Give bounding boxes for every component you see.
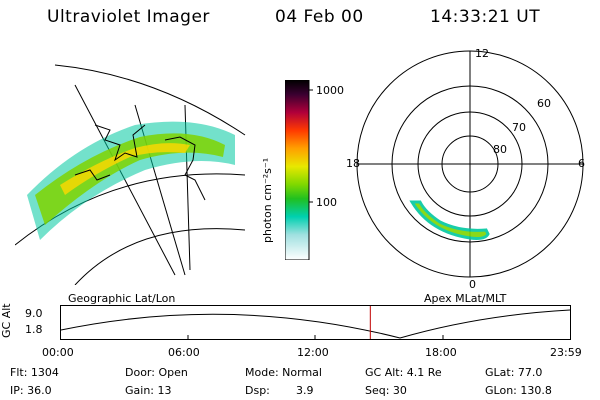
- mlt-label-12: 12: [475, 47, 489, 60]
- x-tick-2359: 23:59: [550, 346, 582, 359]
- gc-alt-label: GC Alt: 4.1 Re: [365, 366, 442, 379]
- dsp-label: Dsp:: [245, 384, 270, 397]
- aurora-emission: [27, 121, 235, 240]
- date-label: 04 Feb 00: [275, 7, 364, 27]
- colorbar-tick-1000: 1000: [316, 84, 344, 97]
- x-tick-0000: 00:00: [42, 346, 74, 359]
- left-map-caption: Geographic Lat/Lon: [68, 292, 176, 305]
- polar-mlt-plot: [356, 50, 584, 278]
- glon-label: GLon: 130.8: [485, 384, 552, 397]
- altitude-axis-label: GC Alt: [0, 303, 13, 338]
- instrument-title: Ultraviolet Imager: [47, 7, 210, 27]
- mlt-label-18: 18: [346, 157, 360, 170]
- altitude-tick-9: 9.0: [25, 307, 43, 320]
- polar-aurora-oval: [409, 200, 490, 240]
- lat-label-60: 60: [537, 97, 551, 110]
- altitude-plot: [60, 305, 571, 340]
- geographic-map: [15, 64, 246, 285]
- colorbar-unit-label: photon cm⁻²s⁻¹: [261, 157, 274, 243]
- x-tick-1800: 18:00: [425, 346, 457, 359]
- x-tick-1200: 12:00: [297, 346, 329, 359]
- lat-label-70: 70: [512, 121, 526, 134]
- x-tick-0600: 06:00: [168, 346, 200, 359]
- seq-label: Seq: 30: [365, 384, 407, 397]
- mlt-label-0: 0: [469, 278, 476, 291]
- altitude-curve: [60, 309, 571, 339]
- mlt-label-6: 6: [578, 157, 585, 170]
- gain-label: Gain: 13: [125, 384, 172, 397]
- flight-label: Flt: 1304: [10, 366, 59, 379]
- mode-label: Mode: Normal: [245, 366, 322, 379]
- door-label: Door: Open: [125, 366, 188, 379]
- time-label: 14:33:21 UT: [430, 7, 541, 27]
- glat-label: GLat: 77.0: [485, 366, 543, 379]
- ip-label: IP: 36.0: [10, 384, 52, 397]
- coastlines: [74, 124, 206, 201]
- intensity-colorbar: [285, 80, 313, 260]
- right-map-caption: Apex MLat/MLT: [424, 292, 507, 305]
- dsp-value: 3.9: [296, 384, 314, 397]
- altitude-tick-1-8: 1.8: [25, 323, 43, 336]
- lat-label-80: 80: [493, 143, 507, 156]
- colorbar-tick-100: 100: [316, 196, 337, 209]
